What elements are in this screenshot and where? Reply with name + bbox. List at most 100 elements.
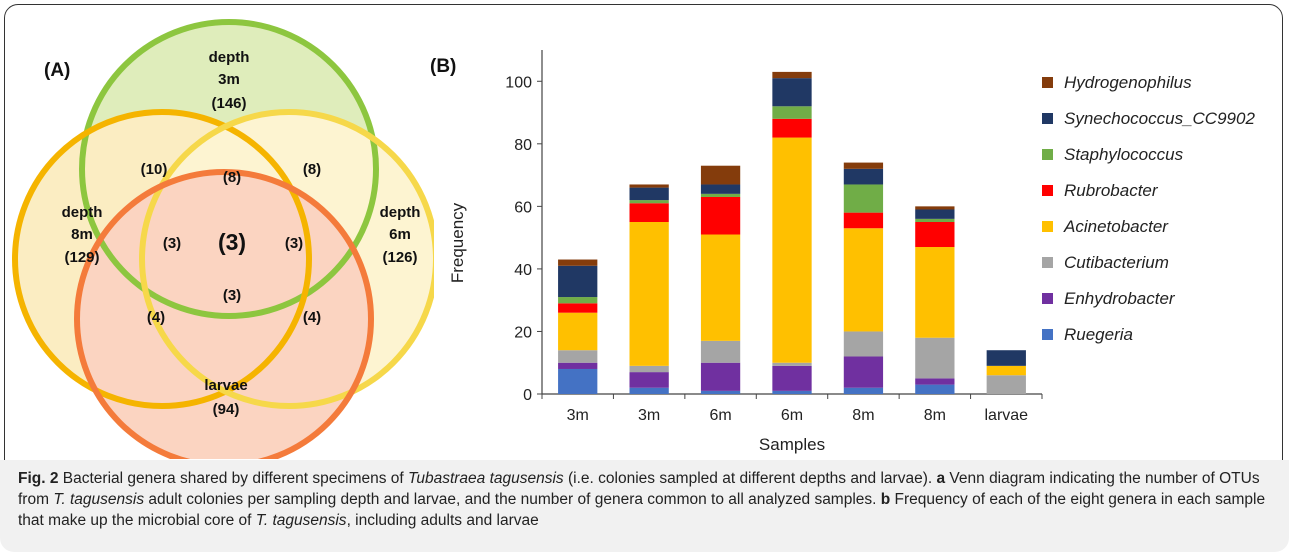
legend-swatch <box>1042 221 1053 232</box>
legend-label: Enhydrobacter <box>1064 289 1176 308</box>
caption-species-short: T. tagusensis <box>53 491 145 508</box>
region-3m-8m-larvae: (3) <box>163 235 181 252</box>
y-tick-label: 20 <box>514 324 532 341</box>
set-8m-count: (129) <box>64 249 99 266</box>
caption-species-full: Tubastraea tagusensis <box>408 470 564 487</box>
x-tick-label: larvae <box>984 407 1028 424</box>
bar-segment <box>915 247 955 338</box>
bar-segment <box>772 106 812 119</box>
panel-a-label: (A) <box>44 60 70 81</box>
x-tick-label: 6m <box>781 407 803 424</box>
bar-segment <box>843 162 884 169</box>
legend-swatch <box>1042 293 1053 304</box>
bar-segment <box>843 228 884 332</box>
legend-swatch <box>1042 113 1053 124</box>
set-6m-name: depth <box>380 204 421 221</box>
bar-segment <box>700 340 741 363</box>
legend-label: Acinetobacter <box>1063 217 1169 236</box>
venn-fill-8m <box>15 112 309 406</box>
set-3m-name: depth <box>209 49 250 66</box>
bar-segment <box>843 331 884 357</box>
legend-label: Ruegeria <box>1064 325 1133 344</box>
bar-segment <box>700 362 741 391</box>
bar-segment <box>629 187 669 201</box>
legend-label: Cutibacterium <box>1064 253 1169 272</box>
caption-part2: (i.e. colonies sampled at different dept… <box>563 470 937 487</box>
venn-circle-6m <box>139 109 434 409</box>
bar-segment <box>700 234 741 341</box>
caption-part5: Frequency of each of the eight genera in… <box>18 491 1266 529</box>
y-tick-label: 40 <box>514 262 532 279</box>
caption-part3: Venn diagram indicating the number of OT… <box>18 470 1260 508</box>
x-tick-label: 3m <box>567 407 589 424</box>
legend-label: Hydrogenophilus <box>1064 73 1192 92</box>
venn-fill-3m <box>82 22 376 316</box>
bar-segment <box>558 303 598 313</box>
bar-segment <box>629 222 669 366</box>
bar-segment <box>843 356 884 388</box>
venn-circle-larvae <box>74 169 374 459</box>
venn-diagram: (A) depth 3m (146) depth 8m (129) depth … <box>12 19 434 459</box>
caption-part4: adult colonies per sampling depth and la… <box>144 491 881 508</box>
y-axis-label: Frequency <box>448 202 467 283</box>
region-8m-larvae: (4) <box>147 309 165 326</box>
bar-segment <box>986 375 1026 394</box>
caption-fig-label: Fig. 2 <box>18 470 59 487</box>
set-3m-depth: 3m <box>218 71 240 88</box>
bar-segment <box>558 350 598 363</box>
legend-swatch <box>1042 329 1053 340</box>
caption-b: b <box>880 491 891 508</box>
x-ticks: 3m 3m 6m 6m 8m 8m larvae <box>541 394 1043 424</box>
bar-segment <box>915 209 955 219</box>
region-6m-larvae: (4) <box>303 309 321 326</box>
bar-segment <box>772 118 812 138</box>
legend-label: Rubrobacter <box>1064 181 1159 200</box>
region-3m-6m-8m: (8) <box>223 169 241 186</box>
bar-segment <box>772 390 812 394</box>
figure-caption: Fig. 2 Bacterial genera shared by differ… <box>18 468 1268 531</box>
chart-bars <box>558 71 1026 394</box>
bar-segment <box>700 196 741 235</box>
legend-swatch <box>1042 77 1053 88</box>
legend-label: Staphylococcus <box>1064 145 1184 164</box>
region-all: (3) <box>218 229 246 255</box>
region-3m-6m: (8) <box>303 161 321 178</box>
panel-b-label: (B) <box>430 56 456 77</box>
set-larvae-count: (94) <box>213 401 240 418</box>
bar-segment <box>843 212 884 229</box>
caption-a: a <box>936 470 946 487</box>
bar-segment <box>558 368 598 394</box>
bar-segment <box>772 137 812 363</box>
bar-segment <box>986 365 1026 376</box>
region-3m-6m-larvae: (3) <box>285 235 303 252</box>
x-tick-label: 8m <box>852 407 874 424</box>
bar-segment <box>915 218 955 222</box>
bar-segment <box>700 390 741 394</box>
bar-segment <box>558 362 598 369</box>
y-tick-label: 80 <box>514 137 532 154</box>
legend-swatch <box>1042 185 1053 196</box>
bar-segment <box>915 378 955 385</box>
stacked-bar-chart: (B) 0 20 40 60 80 100 3m 3m 6m 6m 8m 8m larvae Samp… <box>430 50 1255 454</box>
x-tick-label: 8m <box>924 407 946 424</box>
bar-segment <box>772 365 812 391</box>
bar-segment <box>558 259 598 266</box>
legend-swatch <box>1042 257 1053 268</box>
bar-segment <box>700 184 741 194</box>
set-larvae-name: larvae <box>204 377 247 394</box>
y-tick-label: 100 <box>505 74 532 91</box>
set-3m-count: (146) <box>211 95 246 112</box>
legend-label: Synechococcus_CC9902 <box>1064 109 1255 128</box>
bar-segment <box>843 184 884 213</box>
bar-segment <box>629 387 669 394</box>
bar-segment <box>843 168 884 185</box>
region-6m-8m-larvae: (3) <box>223 287 241 304</box>
caption-species-short2: T. tagusensis <box>255 512 347 529</box>
bar-segment <box>629 200 669 204</box>
bar-segment <box>558 297 598 304</box>
bar-segment <box>700 165 741 185</box>
bar-segment <box>772 71 812 79</box>
x-axis-label: Samples <box>759 435 825 454</box>
legend-swatch <box>1042 149 1053 160</box>
set-6m-count: (126) <box>382 249 417 266</box>
